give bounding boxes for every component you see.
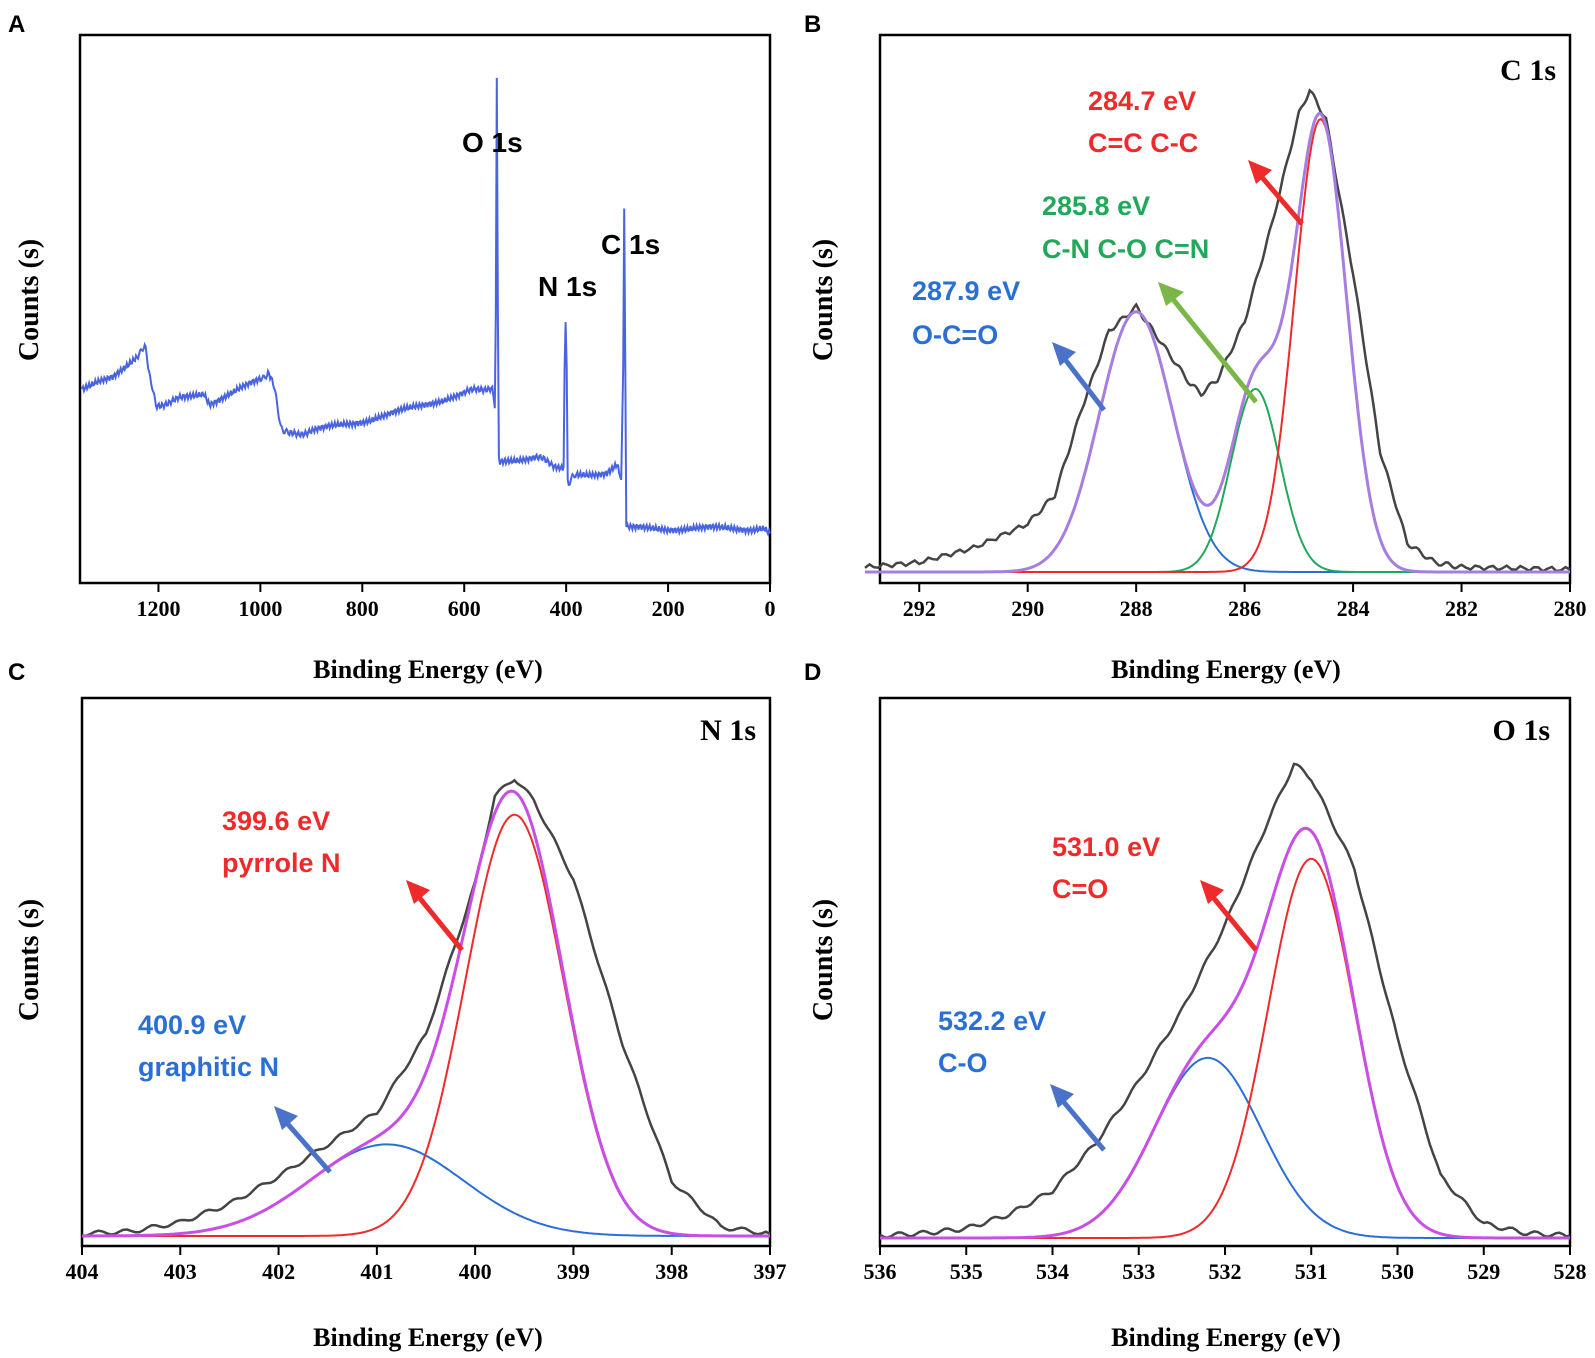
x-tick-label: 531 bbox=[1295, 1259, 1328, 1284]
peak-label-n1s: N 1s bbox=[538, 271, 597, 302]
envelope-line-c bbox=[82, 789, 770, 1238]
x-tick-label: 534 bbox=[1036, 1259, 1069, 1284]
x-tick-label: 0 bbox=[765, 596, 776, 621]
y-axis-label-a: Counts (s) bbox=[14, 239, 45, 361]
raw-data-line-d bbox=[879, 762, 1571, 1239]
x-tick-label: 532 bbox=[1209, 1259, 1242, 1284]
x-tick-label: 403 bbox=[164, 1259, 197, 1284]
peak-fit-285-8 bbox=[865, 387, 1570, 573]
arrow-red-c bbox=[406, 880, 464, 952]
x-tick-label: 200 bbox=[652, 596, 685, 621]
envelope-line-b bbox=[865, 112, 1570, 574]
x-axis-b: 292 290 288 286 284 282 280 bbox=[903, 583, 1587, 621]
plot-frame-a bbox=[78, 33, 772, 585]
y-axis-label-c: Counts (s) bbox=[14, 899, 45, 1021]
x-tick-label: 528 bbox=[1554, 1259, 1587, 1284]
peak-label-o1s: O 1s bbox=[462, 127, 523, 158]
arrow-blue-b bbox=[1052, 342, 1106, 412]
x-tick-label: 1200 bbox=[136, 596, 180, 621]
x-tick-label: 1000 bbox=[238, 596, 282, 621]
x-tick-label: 600 bbox=[448, 596, 481, 621]
annotation-value-531-0: 531.0 eV bbox=[1052, 832, 1160, 862]
raw-data-line-c bbox=[81, 778, 771, 1238]
arrow-red-d bbox=[1200, 880, 1258, 952]
x-axis-label-c: Binding Energy (eV) bbox=[313, 1323, 543, 1352]
annotation-label-ocO: O-C=O bbox=[912, 320, 998, 350]
annotation-label-cc: C=C C-C bbox=[1088, 128, 1198, 158]
annotation-value-400-9: 400.9 eV bbox=[138, 1010, 246, 1040]
x-axis-label-a: Binding Energy (eV) bbox=[313, 655, 543, 684]
panel-b: B 292 290 288 286 284 282 280 C 1s 284.7 eV C=… bbox=[804, 11, 1587, 684]
arrow-blue-c bbox=[274, 1106, 332, 1174]
x-tick-label: 288 bbox=[1120, 596, 1153, 621]
annotation-label-pyrrole: pyrrole N bbox=[222, 848, 341, 878]
x-tick-label: 282 bbox=[1445, 596, 1478, 621]
annotation-value-532-2: 532.2 eV bbox=[938, 1006, 1046, 1036]
y-axis-label-d: Counts (s) bbox=[808, 899, 839, 1021]
x-tick-label: 401 bbox=[360, 1259, 393, 1284]
annotation-value-287-9: 287.9 eV bbox=[912, 276, 1020, 306]
panel-title-n1s: N 1s bbox=[700, 714, 756, 747]
x-axis-d: 536 535 534 533 532 531 530 529 528 bbox=[864, 1246, 1587, 1284]
annotation-value-399-6: 399.6 eV bbox=[222, 806, 330, 836]
x-tick-label: 529 bbox=[1467, 1259, 1500, 1284]
annotation-label-cn: C-N C-O C=N bbox=[1042, 234, 1209, 264]
x-tick-label: 397 bbox=[754, 1259, 787, 1284]
annotation-label-graphitic: graphitic N bbox=[138, 1052, 279, 1082]
panel-letter-c: C bbox=[8, 659, 25, 686]
x-tick-label: 535 bbox=[950, 1259, 983, 1284]
x-tick-label: 800 bbox=[346, 596, 379, 621]
raw-data-line-b bbox=[864, 88, 1571, 573]
arrow-blue-d bbox=[1050, 1084, 1106, 1152]
plot-frame-c bbox=[80, 696, 772, 1248]
x-tick-label: 400 bbox=[550, 596, 583, 621]
annotation-value-284-7: 284.7 eV bbox=[1088, 86, 1196, 116]
x-tick-label: 292 bbox=[903, 596, 936, 621]
panel-letter-a: A bbox=[8, 11, 25, 38]
x-tick-label: 530 bbox=[1381, 1259, 1414, 1284]
peak-fit-532-2 bbox=[880, 1056, 1570, 1239]
panel-title-o1s: O 1s bbox=[1492, 714, 1550, 747]
arrow-green-b bbox=[1158, 282, 1258, 404]
x-axis-label-b: Binding Energy (eV) bbox=[1111, 655, 1341, 684]
x-tick-label: 399 bbox=[557, 1259, 590, 1284]
plot-frame-b bbox=[878, 33, 1572, 585]
panel-letter-b: B bbox=[804, 11, 821, 38]
peak-label-c1s: C 1s bbox=[601, 229, 660, 260]
x-tick-label: 404 bbox=[66, 1259, 99, 1284]
x-axis-label-d: Binding Energy (eV) bbox=[1111, 1323, 1341, 1352]
panel-letter-d: D bbox=[804, 659, 821, 686]
panel-c: C 404 403 402 401 400 399 398 397 N 1s 399.6 eV… bbox=[8, 659, 787, 1352]
x-tick-label: 533 bbox=[1122, 1259, 1155, 1284]
y-axis-label-b: Counts (s) bbox=[808, 239, 839, 361]
x-tick-label: 284 bbox=[1337, 596, 1370, 621]
panel-a: A 1200 1000 800 600 400 200 0 O 1s C 1s N 1s C… bbox=[8, 11, 776, 684]
x-tick-label: 400 bbox=[459, 1259, 492, 1284]
x-axis-c: 404 403 402 401 400 399 398 397 bbox=[66, 1246, 787, 1284]
x-tick-label: 398 bbox=[655, 1259, 688, 1284]
plot-frame-d bbox=[878, 696, 1572, 1248]
annotation-label-c-double-o: C=O bbox=[1052, 874, 1108, 904]
x-tick-label: 536 bbox=[864, 1259, 897, 1284]
x-tick-label: 280 bbox=[1554, 596, 1587, 621]
panel-d: D 536 535 534 533 532 531 530 529 528 O 1s 531.0… bbox=[804, 659, 1587, 1352]
panel-title-c1s: C 1s bbox=[1500, 54, 1556, 87]
annotation-value-285-8: 285.8 eV bbox=[1042, 191, 1150, 221]
x-tick-label: 402 bbox=[262, 1259, 295, 1284]
annotation-label-c-o: C-O bbox=[938, 1048, 988, 1078]
survey-spectrum-line bbox=[81, 77, 771, 538]
x-tick-label: 290 bbox=[1011, 596, 1044, 621]
envelope-line-d bbox=[880, 826, 1570, 1240]
peak-fit-400-9 bbox=[82, 1143, 770, 1237]
x-axis-a: 1200 1000 800 600 400 200 0 bbox=[136, 583, 776, 621]
x-tick-label: 286 bbox=[1228, 596, 1261, 621]
arrow-red-b bbox=[1248, 160, 1304, 226]
